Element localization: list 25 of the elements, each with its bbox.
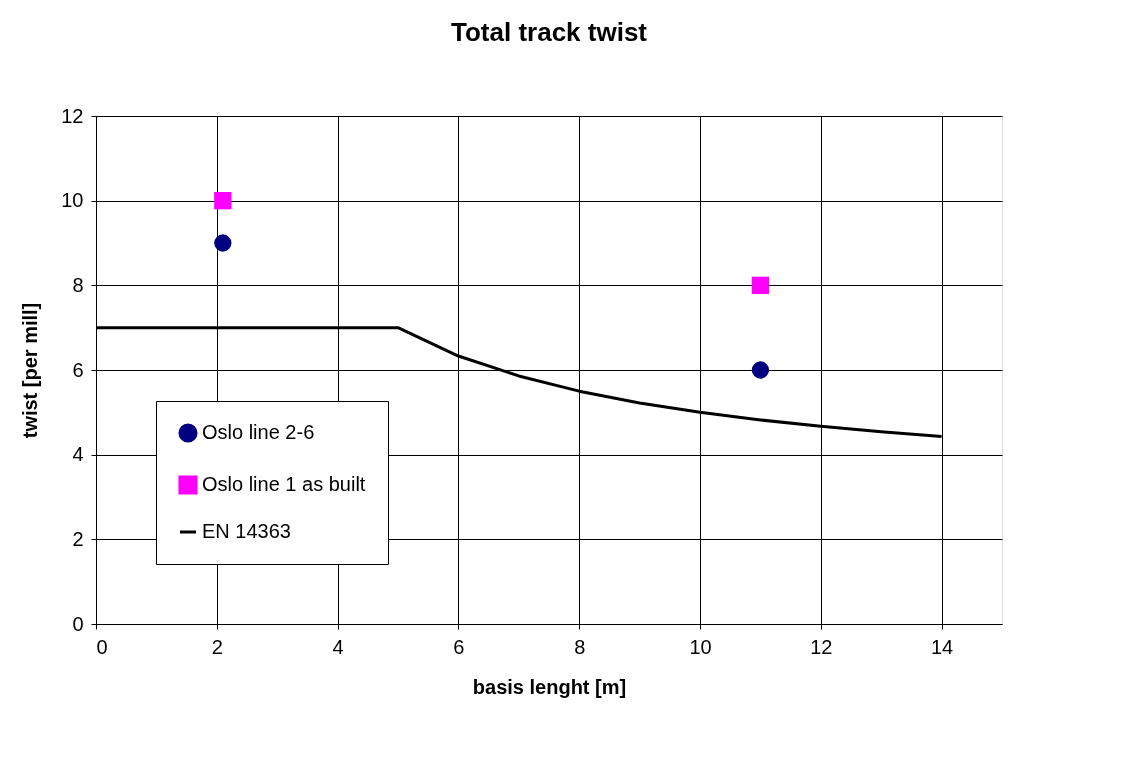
point: [214, 234, 232, 252]
y-tick-label: 10: [61, 189, 84, 212]
legend-label: EN 14363: [202, 520, 291, 542]
point: [214, 192, 232, 210]
x-tick-label: 4: [332, 635, 344, 658]
x-tick-label: 0: [96, 635, 108, 658]
y-tick-label: 0: [72, 612, 84, 635]
x-tick-label: 12: [810, 635, 833, 658]
y-tick-label: 2: [72, 527, 84, 550]
point: [751, 361, 770, 379]
x-tick-label: 8: [574, 635, 586, 658]
y-tick-label: 8: [72, 273, 84, 296]
point: [751, 276, 770, 294]
x-tick-label: 10: [689, 635, 712, 658]
y-axis-title: twist [per mill]: [19, 302, 42, 439]
legend-label: Oslo line 2-6: [202, 421, 315, 443]
x-tick-label: 14: [930, 635, 954, 658]
y-tick-label: 12: [61, 104, 84, 127]
x-axis-title: basis lenght [m]: [472, 675, 627, 698]
y-tick-label: 4: [72, 443, 84, 466]
x-tick-label: 6: [453, 635, 465, 658]
y-tick-label: 6: [72, 358, 84, 381]
chart-title: Total track twist: [450, 17, 648, 47]
x-tick-label: 2: [211, 635, 223, 658]
legend-label: Oslo line 1 as built: [202, 473, 366, 495]
